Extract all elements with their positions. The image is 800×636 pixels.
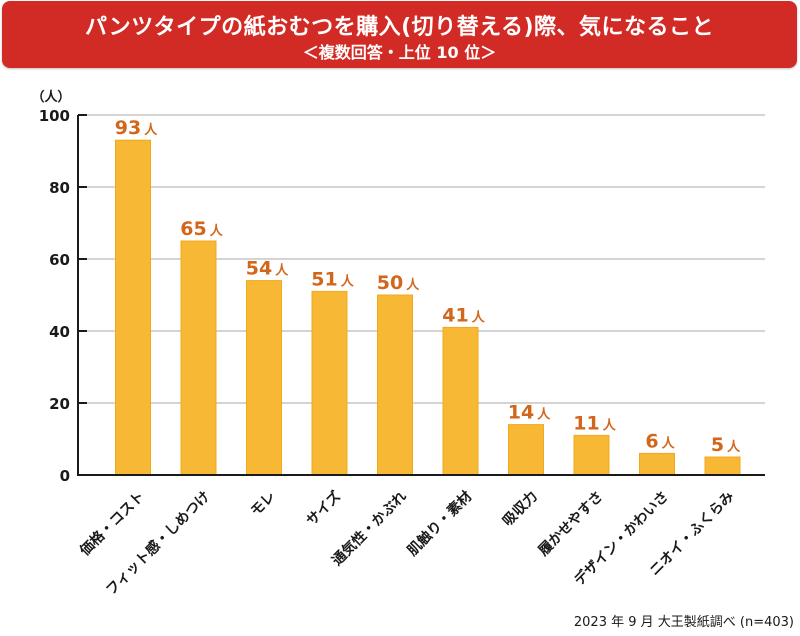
data-label: 93 人	[115, 117, 158, 139]
chart-title: パンツタイプの紙おむつを購入(切り替える)際、気になること	[84, 15, 715, 40]
data-label-unit: 人	[406, 277, 420, 293]
data-label-unit: 人	[275, 263, 289, 279]
x-category-label: モレ	[248, 489, 279, 520]
source-note: 2023 年 9 月 大王製紙調べ (n=403)	[573, 615, 794, 630]
bars	[115, 139, 741, 476]
data-label-unit: 人	[603, 417, 617, 433]
x-category-label: 肌触り・素材	[404, 488, 475, 559]
data-label-unit: 人	[727, 439, 741, 455]
data-label-unit: 人	[144, 122, 158, 138]
bar	[377, 294, 413, 476]
data-label-value: 54	[246, 258, 272, 280]
x-category-label: 価格・コスト	[76, 488, 148, 560]
y-tick-label: 40	[49, 323, 70, 341]
y-axis-unit-label: （人）	[31, 89, 70, 105]
data-label-unit: 人	[472, 309, 486, 325]
data-label-value: 51	[311, 268, 337, 290]
data-label-value: 14	[508, 402, 534, 424]
bar	[508, 424, 544, 476]
bar	[311, 290, 348, 476]
bar	[442, 326, 479, 476]
axes	[77, 114, 765, 476]
bar	[246, 280, 282, 476]
y-tick-label: 20	[49, 395, 70, 413]
data-label-value: 50	[377, 272, 403, 294]
bar	[573, 434, 610, 476]
data-label-unit: 人	[210, 223, 224, 239]
data-label-value: 65	[180, 218, 206, 240]
y-tick-label: 100	[39, 107, 70, 125]
data-label: 14 人	[508, 402, 551, 424]
x-category-label: 履かせやすさ	[535, 488, 606, 559]
data-label-unit: 人	[341, 273, 355, 289]
data-label-value: 5	[711, 434, 724, 456]
x-category-label: 吸収力	[499, 488, 541, 530]
bar	[704, 456, 741, 476]
title-banner: パンツタイプの紙おむつを購入(切り替える)際、気になること ＜複数回答・上位 1…	[2, 1, 797, 68]
y-tick-label: 60	[49, 251, 70, 269]
x-category-label: サイズ	[303, 488, 344, 529]
data-label: 41 人	[442, 304, 485, 326]
data-label: 65 人	[180, 218, 223, 240]
data-label-value: 6	[645, 430, 658, 452]
data-label: 50 人	[377, 272, 420, 294]
x-category-label: フィット感・しめつけ	[103, 488, 214, 599]
data-label-unit: 人	[662, 435, 676, 451]
y-tick-label: 80	[49, 179, 70, 197]
y-tick-label: 0	[60, 467, 70, 485]
bar	[639, 452, 675, 476]
bar	[115, 139, 151, 476]
data-label-value: 11	[573, 412, 599, 434]
data-label: 51 人	[311, 268, 354, 290]
data-label-value: 93	[115, 117, 141, 139]
data-label: 11 人	[573, 412, 616, 434]
bar	[180, 240, 217, 476]
chart-subtitle: ＜複数回答・上位 10 位＞	[302, 43, 497, 62]
data-label-unit: 人	[537, 407, 551, 423]
data-label: 54 人	[246, 258, 289, 280]
data-label-value: 41	[442, 304, 468, 326]
